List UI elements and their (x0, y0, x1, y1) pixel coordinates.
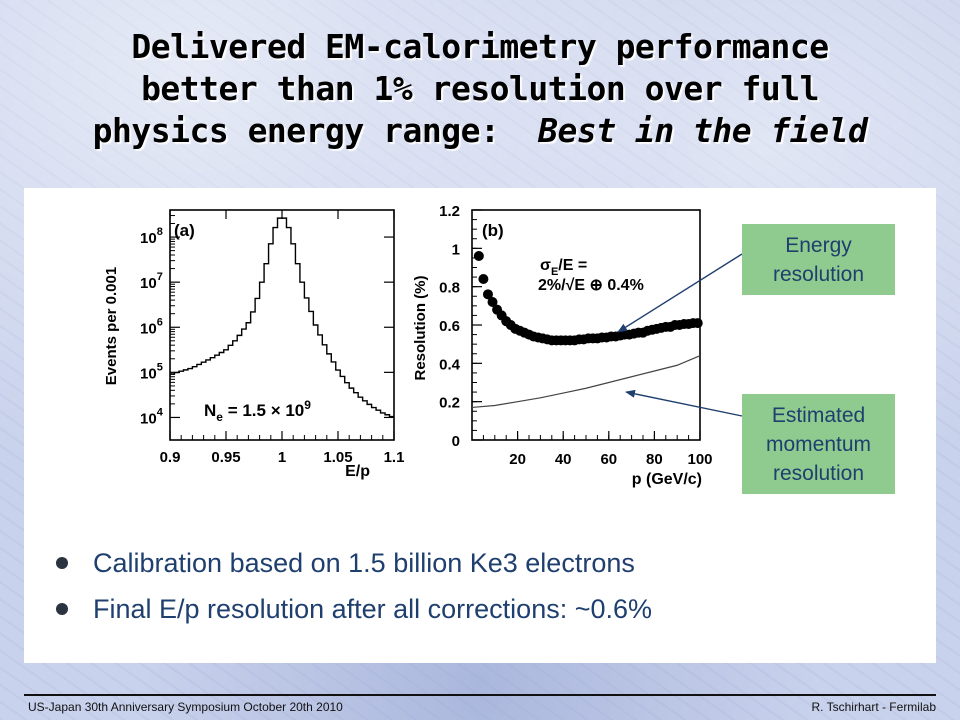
chart-b-momentum-line (471, 355, 701, 409)
chart-b: (b) p (GeV/c) Resolution (%) σE/E = 2%/√… (412, 203, 713, 488)
chart-b-data-point (692, 318, 703, 329)
chart-a-annotation-sub: e (216, 410, 223, 424)
chart-b-data-point (478, 274, 489, 284)
footer-author: R. Tschirhart - Fermilab (811, 700, 936, 714)
arrow-momentum (625, 389, 743, 417)
chart-a-annotation-pre: N (204, 401, 216, 420)
chart-a-histogram (170, 217, 394, 418)
chart-a-xtick-label: 0.9 (160, 449, 181, 466)
chart-b-ytick-label: 0.6 (439, 318, 460, 335)
chart-b-formula-line-2: 2%/√E ⊕ 0.4% (538, 277, 644, 294)
chart-b-formula-sub: E (551, 266, 558, 278)
bullet-dot-icon (56, 557, 68, 569)
callout-momentum-line-3: resolution (772, 461, 865, 485)
callout-energy-line-2: resolution (772, 262, 865, 286)
chart-a-xtick-label: 1.05 (323, 449, 352, 466)
chart-a-xtick-label: 0.95 (211, 449, 240, 466)
chart-b-xtick-label: 20 (509, 451, 526, 468)
chart-b-xlabel: p (GeV/c) (632, 471, 702, 488)
chart-b-ytick-label: 0.4 (439, 356, 461, 373)
chart-b-ytick-label: 1 (452, 241, 460, 258)
chart-a-xlabel: E/p (345, 463, 370, 480)
bullet-list: Calibration based on 1.5 billion Ke3 ele… (54, 545, 914, 637)
chart-b-xtick-label: 40 (555, 451, 572, 468)
bullet-item: Calibration based on 1.5 billion Ke3 ele… (54, 545, 914, 591)
arrow-energy (617, 253, 743, 333)
chart-b-panel-label: (b) (482, 221, 504, 240)
chart-a-ytick-label: 105 (140, 361, 163, 382)
title-line-3-text: physics energy range: (92, 111, 500, 150)
chart-b-formula-rest: /E = (558, 257, 587, 274)
chart-a-xtick-label: 1.1 (384, 449, 405, 466)
chart-b-xtick-label: 100 (687, 451, 712, 468)
bullet-text: Calibration based on 1.5 billion Ke3 ele… (93, 548, 635, 578)
slide-title: Delivered EM-calorimetry performance bet… (0, 26, 960, 152)
chart-a-annotation: Ne = 1.5 × 109 (204, 398, 311, 424)
title-line-2: better than 1% resolution over full (141, 69, 819, 108)
chart-a: (a) E/p Events per 0.001 Ne = 1.5 × 109 … (103, 209, 405, 480)
chart-b-ytick-label: 0 (452, 433, 460, 450)
chart-a-ytick-label: 107 (140, 271, 163, 292)
chart-b-xtick-label: 60 (600, 451, 617, 468)
chart-b-ytick-label: 1.2 (439, 203, 460, 220)
bullet-item: Final E/p resolution after all correctio… (54, 591, 914, 637)
callout-energy-resolution: Energy resolution (742, 224, 895, 295)
chart-b-ylabel: Resolution (%) (412, 276, 429, 381)
bullet-text: Final E/p resolution after all correctio… (93, 594, 653, 624)
chart-a-ytick-label: 104 (140, 406, 164, 427)
chart-a-annotation-mid: = 1.5 × 10 (223, 401, 304, 420)
figure-svg: (a) E/p Events per 0.001 Ne = 1.5 × 109 … (103, 203, 743, 488)
chart-b-ytick-label: 0.8 (439, 280, 460, 297)
bullet-dot-icon (56, 603, 68, 615)
chart-b-ytick-label: 0.2 (439, 395, 460, 412)
title-line-1: Delivered EM-calorimetry performance (131, 27, 829, 66)
callout-energy-line-1: Energy (785, 233, 852, 257)
callout-momentum-resolution: Estimated momentum resolution (742, 394, 895, 494)
figure-panel: (a) E/p Events per 0.001 Ne = 1.5 × 109 … (24, 188, 936, 663)
chart-b-data-point (473, 251, 484, 261)
chart-a-ytick-label: 108 (140, 226, 163, 247)
chart-a-xtick-label: 1 (278, 449, 286, 466)
chart-a-ylabel: Events per 0.001 (103, 267, 120, 385)
chart-b-formula-sigma: σ (540, 257, 551, 274)
footer-event: US-Japan 30th Anniversary Symposium Octo… (28, 700, 343, 714)
chart-b-data-point (482, 289, 493, 300)
callout-momentum-line-1: Estimated (771, 403, 866, 427)
chart-b-xtick-label: 80 (646, 451, 663, 468)
footer-divider (24, 694, 936, 696)
chart-a-annotation-sup: 9 (304, 398, 311, 412)
callout-momentum-line-2: momentum (765, 432, 872, 456)
chart-a-panel-label: (a) (174, 221, 195, 240)
title-emphasis: Best in the field (538, 111, 868, 150)
chart-a-ytick-label: 106 (140, 316, 163, 337)
title-line-3: physics energy range: Best in the field (0, 110, 960, 152)
chart-b-formula-line-1: σE/E = (540, 257, 587, 278)
chart-b-data-point (487, 297, 498, 307)
